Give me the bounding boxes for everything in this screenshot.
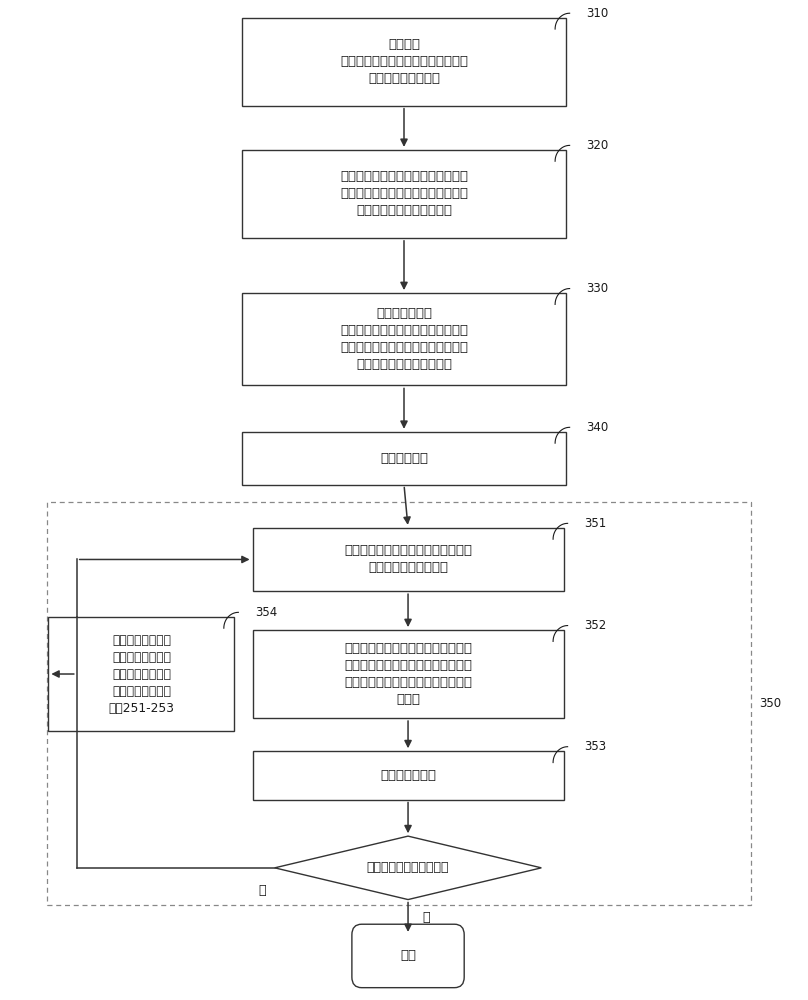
Text: 结束: 结束: [400, 949, 416, 962]
Text: 否: 否: [259, 884, 267, 897]
Text: 模型处理：对病人影像进行重建，将
二维的病人影像重建为三维模型，并
将三维模型进行均匀网格化: 模型处理：对病人影像进行重建，将 二维的病人影像重建为三维模型，并 将三维模型进…: [340, 170, 468, 217]
FancyBboxPatch shape: [252, 751, 564, 800]
FancyBboxPatch shape: [242, 293, 566, 385]
Text: 判断是否满意均匀化结果: 判断是否满意均匀化结果: [367, 861, 449, 874]
Text: 340: 340: [587, 421, 609, 434]
Text: 确定用户感兴趣区域、不确定度最大
阈值和分辨率最低阈值: 确定用户感兴趣区域、不确定度最大 阈值和分辨率最低阈值: [344, 544, 472, 574]
FancyBboxPatch shape: [242, 150, 566, 238]
Text: 将感兴趣区域内超过不确定度阈值的
网格与周围相邻网格进行合并，并根
据蒙特卡罗不确定度公式重新计算不
确定度: 将感兴趣区域内超过不确定度阈值的 网格与周围相邻网格进行合并，并根 据蒙特卡罗不…: [344, 642, 472, 706]
FancyBboxPatch shape: [252, 630, 564, 718]
Text: 330: 330: [587, 282, 608, 295]
Text: 是: 是: [423, 911, 430, 924]
Text: 预处理：
输入病人影像、勾画信息、射野大小
、照射方向、源参数: 预处理： 输入病人影像、勾画信息、射野大小 、照射方向、源参数: [340, 38, 468, 85]
Text: 粒子输入模拟：
调用蒙特卡罗数据库，利用蒙特卡罗
粒子输运原理进行粒子输运模拟，得
到剂量分布与不确定度分布: 粒子输入模拟： 调用蒙特卡罗数据库，利用蒙特卡罗 粒子输运原理进行粒子输运模拟，…: [340, 307, 468, 371]
Text: 用户改变不确定度
最大阈值或者分辨
率最低阈值中的一
个或者组合，重新
实施251-253: 用户改变不确定度 最大阈值或者分辨 率最低阈值中的一 个或者组合，重新 实施25…: [108, 634, 175, 715]
Text: 352: 352: [585, 619, 607, 632]
Text: 输出模拟结果: 输出模拟结果: [380, 452, 428, 465]
Text: 350: 350: [760, 697, 781, 710]
Polygon shape: [275, 836, 541, 900]
Text: 320: 320: [587, 139, 609, 152]
Text: 310: 310: [587, 7, 609, 20]
Text: 354: 354: [255, 606, 278, 619]
Text: 353: 353: [585, 740, 607, 753]
FancyBboxPatch shape: [352, 924, 464, 988]
FancyBboxPatch shape: [242, 18, 566, 106]
Text: 351: 351: [585, 517, 607, 530]
FancyBboxPatch shape: [252, 528, 564, 591]
Text: 统计均匀化效果: 统计均匀化效果: [380, 769, 436, 782]
FancyBboxPatch shape: [48, 617, 234, 731]
FancyBboxPatch shape: [242, 432, 566, 485]
